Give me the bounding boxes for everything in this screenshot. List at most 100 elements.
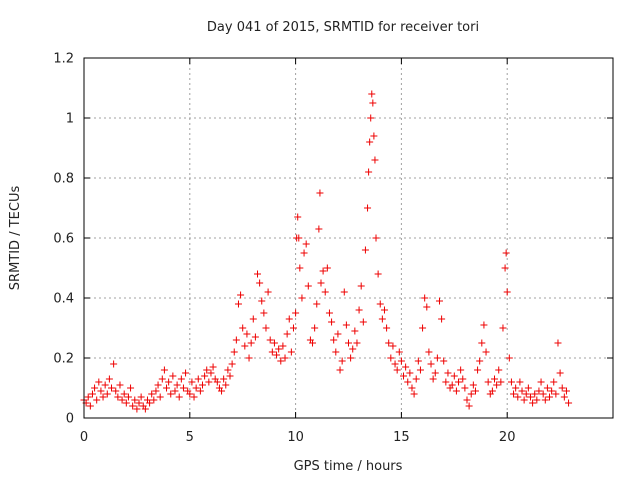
data-point [495, 366, 503, 374]
data-point [537, 378, 545, 386]
data-point [408, 384, 416, 392]
data-point [91, 384, 99, 392]
data-point [347, 354, 355, 362]
data-point [141, 405, 149, 413]
data-point [190, 393, 198, 401]
data-point [457, 366, 465, 374]
data-point [249, 315, 257, 323]
data-point [562, 387, 570, 395]
data-point [474, 366, 482, 374]
y-tick-label: 0.4 [53, 292, 74, 307]
data-point [546, 393, 554, 401]
x-tick-label: 20 [499, 430, 516, 445]
data-point [201, 372, 209, 380]
data-point [503, 288, 511, 296]
data-point [529, 399, 537, 407]
data-point [93, 396, 101, 404]
data-point [260, 309, 268, 317]
data-point [465, 402, 473, 410]
data-point [505, 354, 513, 362]
data-point [309, 339, 317, 347]
data-point [370, 132, 378, 140]
data-point [273, 351, 281, 359]
data-point [406, 369, 414, 377]
data-point [264, 288, 272, 296]
data-point [171, 387, 179, 395]
data-point [177, 375, 185, 383]
data-point [302, 240, 310, 248]
data-point [137, 393, 145, 401]
data-point [313, 300, 321, 308]
data-point [478, 339, 486, 347]
data-point [220, 375, 228, 383]
data-point [131, 396, 139, 404]
data-point [182, 369, 190, 377]
data-point [395, 348, 403, 356]
data-point [342, 321, 350, 329]
data-point [315, 225, 323, 233]
y-tick-label: 0.2 [53, 352, 74, 367]
data-point [438, 315, 446, 323]
data-point [323, 264, 331, 272]
data-point [124, 393, 132, 401]
data-point [266, 336, 274, 344]
data-point [389, 342, 397, 350]
data-point [114, 393, 122, 401]
data-point [440, 357, 448, 365]
data-point [150, 396, 158, 404]
data-point [416, 366, 424, 374]
data-point [448, 381, 456, 389]
data-point [108, 384, 116, 392]
y-tick-label: 1 [66, 112, 74, 127]
data-point [325, 309, 333, 317]
data-point [270, 339, 278, 347]
data-points [80, 90, 573, 413]
data-point [222, 381, 230, 389]
x-tick-label: 0 [80, 430, 88, 445]
data-point [484, 378, 492, 386]
data-point [526, 393, 534, 401]
data-point [158, 375, 166, 383]
data-point [565, 399, 573, 407]
data-point [110, 360, 118, 368]
data-point [296, 264, 304, 272]
data-point [476, 357, 484, 365]
plot-frame [83, 57, 614, 419]
data-point [404, 378, 412, 386]
data-point [359, 318, 367, 326]
data-point [365, 168, 373, 176]
data-point [435, 297, 443, 305]
data-point [524, 384, 532, 392]
data-point [105, 375, 113, 383]
data-point [431, 369, 439, 377]
data-point [203, 366, 211, 374]
data-point [167, 390, 175, 398]
data-point [556, 369, 564, 377]
data-point [510, 390, 518, 398]
data-point [330, 336, 338, 344]
data-point [548, 387, 556, 395]
data-point [397, 357, 405, 365]
data-point [353, 339, 361, 347]
data-point [345, 339, 352, 347]
data-point [205, 378, 213, 386]
chart-title: Day 041 of 2015, SRMTID for receiver tor… [207, 20, 479, 35]
axis-ticks: 0 0.2 0.4 0.6 0.8 1 1.2 0 5 10 15 20 [53, 52, 613, 445]
data-point [285, 315, 293, 323]
y-tick-label: 1.2 [53, 52, 74, 67]
data-point [463, 396, 471, 404]
data-point [295, 234, 303, 242]
data-point [554, 339, 562, 347]
data-point [281, 354, 289, 362]
data-point [340, 288, 348, 296]
data-point [367, 114, 375, 122]
data-point [497, 378, 505, 386]
data-point [287, 348, 295, 356]
data-point [442, 378, 450, 386]
data-point [198, 381, 206, 389]
data-point [99, 393, 107, 401]
data-point [455, 378, 463, 386]
data-point [234, 300, 242, 308]
data-point [148, 390, 156, 398]
